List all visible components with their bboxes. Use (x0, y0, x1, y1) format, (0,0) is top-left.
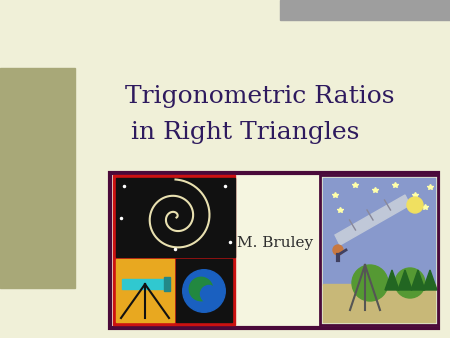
Circle shape (189, 277, 213, 301)
Bar (176, 259, 232, 322)
Bar (122, 279, 168, 289)
Circle shape (183, 270, 225, 312)
Text: in Right Triangles: in Right Triangles (131, 121, 359, 144)
Polygon shape (398, 270, 412, 290)
Bar (323, 178, 435, 285)
Polygon shape (385, 270, 399, 290)
Text: M. Bruley: M. Bruley (237, 236, 313, 250)
Bar (323, 284, 435, 322)
Circle shape (201, 286, 217, 303)
Circle shape (395, 268, 425, 298)
Circle shape (407, 197, 423, 213)
Polygon shape (423, 270, 437, 290)
Bar (0, 68, 75, 288)
Text: Trigonometric Ratios: Trigonometric Ratios (125, 84, 395, 107)
Bar (280, 0, 450, 20)
Circle shape (333, 245, 343, 255)
Bar (116, 178, 235, 257)
Bar (320, 175, 438, 325)
Bar (320, 175, 438, 325)
Polygon shape (411, 270, 425, 290)
Bar (110, 173, 438, 328)
Bar (164, 277, 170, 291)
Bar (113, 175, 235, 325)
Circle shape (352, 265, 388, 301)
Polygon shape (335, 195, 410, 245)
Bar (116, 259, 174, 322)
